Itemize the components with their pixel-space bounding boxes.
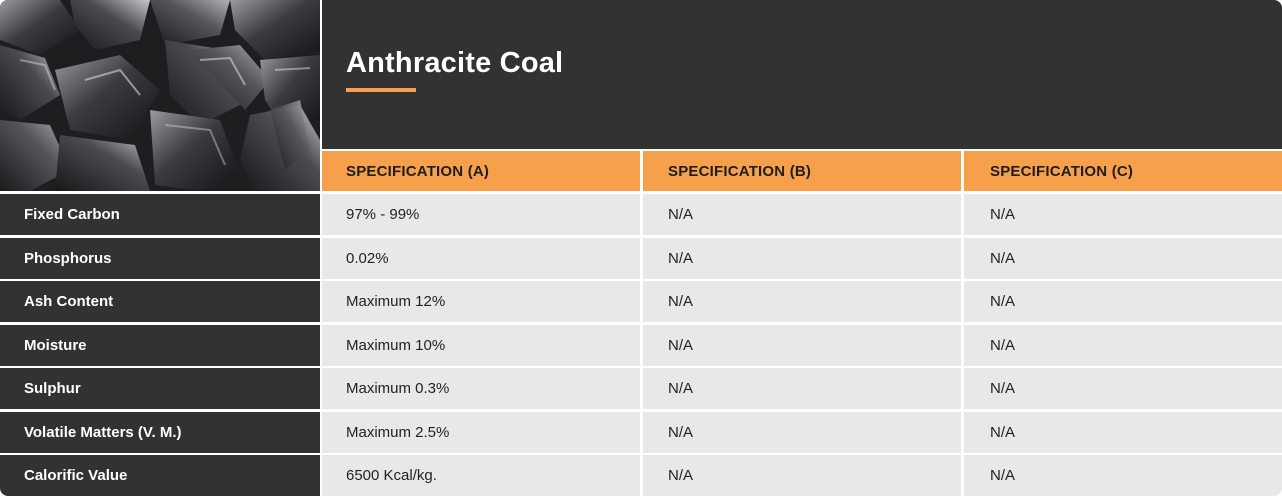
table-row: Volatile Matters (V. M.) Maximum 2.5% N/… xyxy=(0,412,1282,453)
cell-spec-b: N/A xyxy=(643,412,961,453)
row-label: Fixed Carbon xyxy=(0,194,320,235)
cell-spec-c: N/A xyxy=(964,281,1282,322)
row-label: Ash Content xyxy=(0,281,320,322)
table-row: Calorific Value 6500 Kcal/kg. N/A N/A xyxy=(0,455,1282,496)
row-label: Calorific Value xyxy=(0,455,320,496)
page-title: Anthracite Coal xyxy=(346,47,564,79)
cell-spec-a: 97% - 99% xyxy=(322,194,640,235)
column-header-spec-b: SPECIFICATION (B) xyxy=(643,151,961,191)
column-header-spec-a: SPECIFICATION (A) xyxy=(322,151,640,191)
cell-spec-a: Maximum 2.5% xyxy=(322,412,640,453)
cell-spec-c: N/A xyxy=(964,325,1282,366)
cell-spec-a: 6500 Kcal/kg. xyxy=(322,455,640,496)
cell-spec-b: N/A xyxy=(643,368,961,409)
row-label: Sulphur xyxy=(0,368,320,409)
table-row: Moisture Maximum 10% N/A N/A xyxy=(0,325,1282,366)
table-row: Ash Content Maximum 12% N/A N/A xyxy=(0,281,1282,322)
cell-spec-b: N/A xyxy=(643,325,961,366)
table-row: Sulphur Maximum 0.3% N/A N/A xyxy=(0,368,1282,409)
cell-spec-c: N/A xyxy=(964,194,1282,235)
cell-spec-a: Maximum 12% xyxy=(322,281,640,322)
cell-spec-a: Maximum 10% xyxy=(322,325,640,366)
cell-spec-b: N/A xyxy=(643,238,961,279)
cell-spec-b: N/A xyxy=(643,194,961,235)
cell-spec-c: N/A xyxy=(964,455,1282,496)
title-underline xyxy=(346,88,416,92)
row-label: Phosphorus xyxy=(0,238,320,279)
cell-spec-b: N/A xyxy=(643,281,961,322)
cell-spec-a: Maximum 0.3% xyxy=(322,368,640,409)
cell-spec-c: N/A xyxy=(964,412,1282,453)
cell-spec-a: 0.02% xyxy=(322,238,640,279)
cell-spec-c: N/A xyxy=(964,238,1282,279)
coal-photo xyxy=(0,0,320,191)
table-row: Phosphorus 0.02% N/A N/A xyxy=(0,238,1282,279)
cell-spec-c: N/A xyxy=(964,368,1282,409)
cell-spec-b: N/A xyxy=(643,455,961,496)
column-header-spec-c: SPECIFICATION (C) xyxy=(964,151,1282,191)
row-label: Volatile Matters (V. M.) xyxy=(0,412,320,453)
header-panel: Anthracite Coal xyxy=(322,0,1282,149)
table-row: Fixed Carbon 97% - 99% N/A N/A xyxy=(0,194,1282,235)
row-label: Moisture xyxy=(0,325,320,366)
